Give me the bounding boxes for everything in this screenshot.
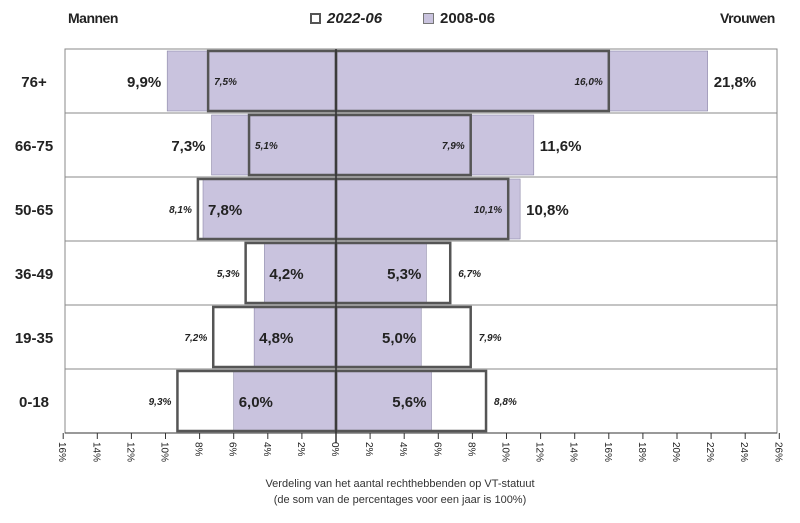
caption-line-1: Verdeling van het aantal rechthebbenden … — [265, 478, 535, 490]
data-label-2022-men: 9,3% — [149, 397, 172, 408]
category-label: 50-65 — [15, 202, 53, 219]
x-tick-label: 10% — [500, 442, 511, 462]
x-tick-label: 4% — [261, 442, 272, 457]
data-label-2008-men: 6,0% — [239, 394, 273, 411]
data-label-2022-women: 7,9% — [479, 333, 502, 344]
category-label: 36-49 — [15, 266, 53, 283]
data-label-2008-men: 4,8% — [259, 330, 293, 347]
x-tick-label: 14% — [90, 442, 101, 462]
category-label: 66-75 — [15, 138, 53, 155]
legend-label-2022: 2022-06 — [327, 10, 383, 27]
bar-2008-women — [335, 370, 432, 432]
x-tick-label: 6% — [431, 442, 442, 457]
bar-2008-men — [253, 306, 337, 368]
data-label-2008-women: 21,8% — [714, 74, 757, 91]
x-tick-label: 12% — [534, 442, 545, 462]
x-tick-label: 4% — [397, 442, 408, 457]
x-tick-label: 2% — [363, 442, 374, 457]
data-label-2022-men: 5,3% — [217, 269, 240, 280]
bar-2008-men — [264, 242, 337, 304]
data-label-2022-women: 16,0% — [574, 77, 602, 88]
data-label-2022-women: 8,8% — [494, 397, 517, 408]
legend-item-2008: 2008-06 — [423, 10, 495, 27]
data-label-2008-women: 5,3% — [387, 266, 421, 283]
women-label: Vrouwen — [720, 10, 775, 26]
data-label-2022-women: 7,9% — [442, 141, 465, 152]
data-label-2008-women: 10,8% — [526, 202, 569, 219]
bar-2008-women — [335, 178, 521, 240]
data-label-2022-men: 7,2% — [184, 333, 207, 344]
category-label: 0-18 — [19, 394, 49, 411]
data-label-2008-women: 5,0% — [382, 330, 416, 347]
data-label-2022-men: 5,1% — [255, 141, 278, 152]
x-tick-label: 14% — [568, 442, 579, 462]
data-label-2008-men: 7,8% — [208, 202, 242, 219]
bar-2008-women — [335, 50, 708, 112]
data-label-2008-men: 7,3% — [171, 138, 205, 155]
men-label: Mannen — [68, 10, 118, 26]
x-tick-label: 26% — [772, 442, 783, 462]
bar-2008-men — [202, 178, 337, 240]
legend-label-2008: 2008-06 — [440, 10, 496, 27]
legend-swatch-2008 — [423, 13, 434, 24]
bar-2008-women — [335, 242, 427, 304]
x-tick-label: 6% — [227, 442, 238, 457]
bar-2008-women — [335, 114, 535, 176]
x-tick-label: 24% — [738, 442, 749, 462]
data-label-2008-men: 9,9% — [127, 74, 161, 91]
category-label: 76+ — [21, 74, 47, 91]
data-label-2008-women: 5,6% — [392, 394, 426, 411]
data-label-2008-men: 4,2% — [269, 266, 303, 283]
caption-line-2: (de som van de percentages voor een jaar… — [273, 494, 527, 506]
x-tick-label: 20% — [670, 442, 681, 462]
x-tick-label: 10% — [159, 442, 170, 462]
x-tick-label: 12% — [124, 442, 135, 462]
data-label-2022-men: 7,5% — [214, 77, 237, 88]
x-tick-label: 22% — [704, 442, 715, 462]
bar-2008-men — [233, 370, 337, 432]
bar-2008-men — [166, 50, 337, 112]
data-label-2022-men: 8,1% — [169, 205, 192, 216]
category-label: 19-35 — [15, 330, 53, 347]
x-tick-label: 18% — [636, 442, 647, 462]
data-label-2022-women: 6,7% — [458, 269, 481, 280]
x-tick-label: 16% — [602, 442, 613, 462]
data-label-2022-women: 10,1% — [474, 205, 502, 216]
data-label-2008-women: 11,6% — [540, 138, 582, 155]
x-tick-label: 8% — [465, 442, 476, 457]
x-tick-label: 2% — [295, 442, 306, 457]
legend-swatch-2022 — [310, 13, 321, 24]
legend-item-2022: 2022-06 — [310, 10, 382, 27]
x-tick-label: 8% — [193, 442, 204, 457]
x-tick-label: 16% — [56, 442, 67, 462]
x-tick-label: 0% — [329, 442, 340, 457]
